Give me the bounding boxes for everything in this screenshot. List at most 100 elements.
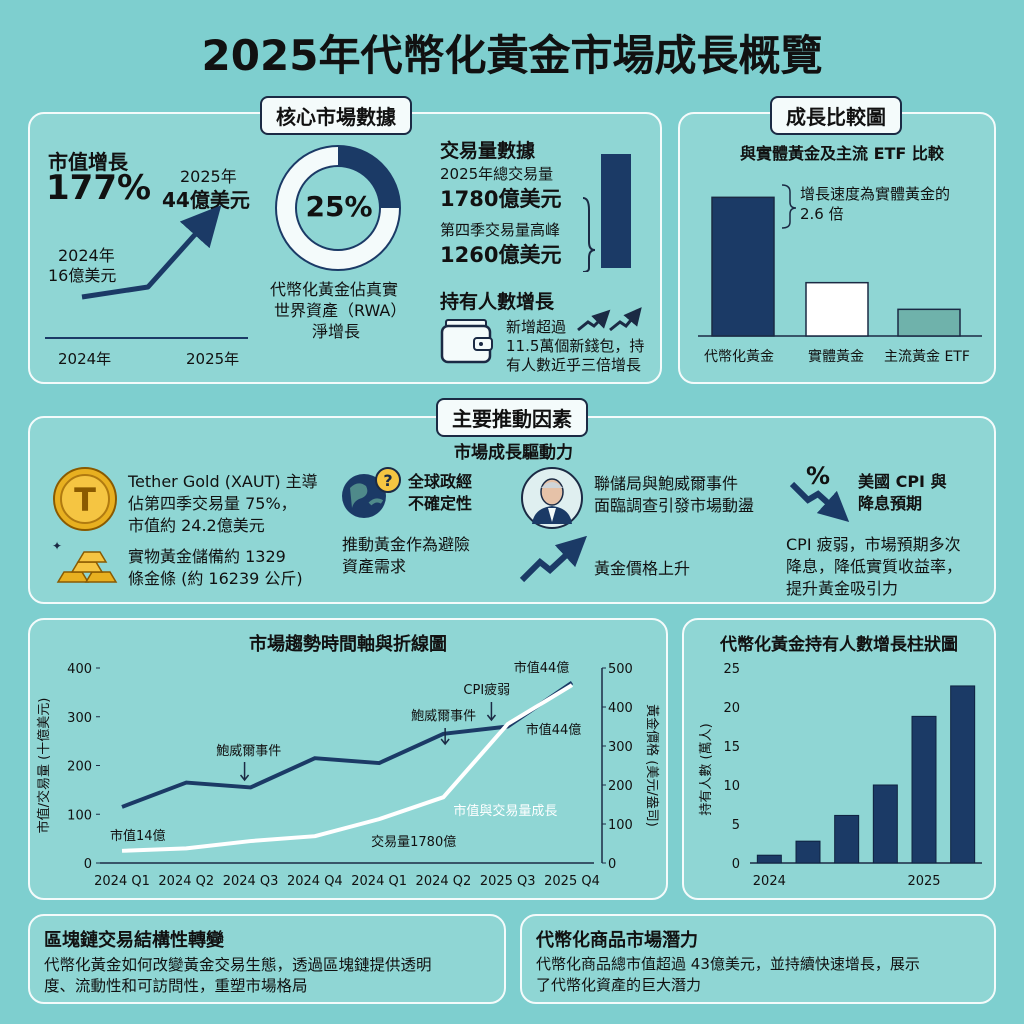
footer-left-text-1: 代幣化黃金如何改變黃金交易生態，透過區塊鏈提供透明 — [44, 956, 432, 974]
growth-tag: 成長比較圖 — [770, 96, 902, 135]
y-tick-label: 0 — [732, 857, 740, 872]
growth-category-label: 代幣化黃金 — [704, 349, 774, 365]
gold-bars-icon: ✦ — [52, 539, 118, 583]
timeline-title: 市場趨勢時間軸與折線圖 — [249, 634, 447, 655]
uncertainty-text-2: 資產需求 — [342, 557, 407, 576]
holder-title: 持有人數增長 — [440, 291, 555, 313]
y-tick-label: 20 — [723, 701, 740, 716]
cpi-title-2: 降息預期 — [858, 494, 923, 513]
holder-bar-5 — [950, 685, 976, 864]
y-tick-label: 5 — [732, 818, 740, 833]
left-tick-label: 400 — [67, 662, 92, 677]
left-tick-label: 0 — [84, 857, 92, 872]
drivers-tag: 主要推動因素 — [436, 398, 588, 437]
xaut-text-3: 市值約 24.2億美元 — [128, 516, 265, 535]
timeline-annotation: CPI疲弱 — [463, 682, 510, 698]
mv-2024-value: 16億美元 — [48, 266, 117, 285]
donut-caption-1: 代幣化黃金佔真實 — [270, 280, 399, 299]
donut-caption-2: 世界資產（RWA） — [274, 301, 407, 320]
donut-caption-3: 淨增長 — [312, 322, 361, 341]
axis-2025-label: 2025年 — [186, 350, 240, 368]
timeline-annotation: 市值44億 — [514, 660, 570, 676]
market-value-mini-chart — [45, 205, 248, 339]
donut-segment — [338, 146, 400, 208]
y-tick-label: 10 — [723, 779, 740, 794]
left-tick-label: 100 — [67, 808, 92, 823]
growth-bar-2 — [897, 308, 961, 337]
x-tick-label: 2024 Q3 — [223, 874, 279, 889]
holder-text-1: 新增超過 — [506, 318, 567, 336]
xaut-text-2: 佔第四季交易量 75%， — [128, 494, 297, 513]
growth-category-label: 主流黃金 ETF — [884, 349, 970, 365]
annotation-pointer-head — [239, 774, 250, 782]
gold-price-text: 黃金價格上升 — [594, 559, 691, 578]
uncertainty-title-1: 全球政經 — [408, 472, 473, 491]
y-axis-title: 持有人數 (萬人) — [699, 723, 714, 815]
holders-chart-title: 代幣化黃金持有人數增長柱狀圖 — [720, 635, 958, 655]
growth-note-1: 增長速度為實體黃金的 — [800, 185, 951, 203]
xaut-text-1: Tether Gold (XAUT) 主導 — [128, 472, 318, 491]
right-axis-title: 黃金價格 (美元/盎司) — [644, 704, 660, 827]
volume-bar-graphic — [582, 154, 631, 272]
holder-bar-3 — [872, 784, 898, 864]
timeline-annotation: 交易量1780億 — [371, 834, 456, 850]
annotation-pointer-head — [440, 738, 450, 746]
x-tick-label: 2025 Q3 — [480, 874, 536, 889]
annotation-pointer-head — [486, 714, 497, 722]
market-value-line — [81, 205, 222, 300]
x-tick-label: 2024 Q4 — [287, 874, 343, 889]
powell-portrait-icon — [521, 467, 583, 529]
fed-text-1: 聯儲局與鮑威爾事件 — [594, 474, 739, 493]
x-tick-label: 2025 — [907, 874, 940, 889]
footer-right-text-1: 代幣化商品總市值超過 43億美元，並持續快速增長，展示 — [536, 955, 920, 973]
footer-right-title: 代幣化商品市場潛力 — [536, 930, 698, 951]
core-data-tag: 核心市場數據 — [260, 96, 412, 135]
growth-note-2: 2.6 倍 — [800, 205, 844, 223]
left-tick-label: 200 — [67, 760, 92, 775]
footer-right-text-2: 了代幣化資產的巨大潛力 — [536, 976, 702, 994]
holder-bar-0 — [756, 854, 782, 864]
fed-text-2: 面臨調查引發市場動盪 — [594, 496, 755, 515]
growth-subtitle: 與實體黃金及主流 ETF 比較 — [740, 144, 944, 163]
drivers-subtitle: 市場成長驅動力 — [454, 443, 573, 463]
right-tick-label: 100 — [608, 818, 633, 833]
growth-panel — [678, 112, 996, 384]
x-tick-label: 2024 Q1 — [94, 874, 150, 889]
page-title: 2025年代幣化黃金市場成長概覽 — [201, 31, 823, 80]
series-line-0 — [121, 680, 574, 809]
right-tick-label: 500 — [608, 662, 633, 677]
donut-pct: 25% — [305, 190, 373, 223]
growth-bar-0 — [711, 196, 775, 337]
x-tick-label: 2024 Q1 — [351, 874, 407, 889]
footer-left-text-2: 度、流動性和可訪問性，重塑市場格局 — [44, 977, 308, 995]
uncertainty-text-1: 推動黃金作為避險 — [342, 535, 471, 554]
right-tick-label: 200 — [608, 779, 633, 794]
axis-2024-label: 2024年 — [58, 350, 112, 368]
y-tick-label: 15 — [723, 740, 740, 755]
holder-bar-2 — [834, 814, 860, 864]
timeline-line-chart: 0 100 200 300 400 0 100 200 300 400 500 2024 Q1 2024… — [36, 660, 660, 889]
svg-text:T: T — [74, 481, 96, 519]
gold-bars-text-2: 條金條 (約 16239 公斤) — [128, 569, 303, 588]
footer-left-panel — [28, 914, 506, 1004]
timeline-annotation: 鮑威爾事件 — [216, 744, 281, 759]
left-axis-title: 市值/交易量 (十億美元) — [36, 698, 52, 834]
growth-arrows-icon — [577, 307, 642, 332]
y-tick-label: 25 — [723, 662, 740, 677]
left-tick-label: 300 — [67, 711, 92, 726]
series-line-1 — [121, 683, 574, 853]
holder-bar-1 — [795, 840, 821, 864]
timeline-annotation: 市值14億 — [110, 828, 166, 844]
svg-text:✦: ✦ — [52, 539, 62, 553]
tether-coin-icon: T — [53, 467, 117, 531]
volume-value1: 1780億美元 — [440, 187, 562, 211]
x-tick-label: 2024 — [753, 874, 786, 889]
holder-text-2: 11.5萬個新錢包，持 — [506, 337, 645, 355]
volume-value2: 1260億美元 — [440, 243, 562, 267]
volume-line2: 第四季交易量高峰 — [440, 221, 561, 239]
x-tick-label: 2024 Q2 — [158, 874, 214, 889]
volume-title: 交易量數據 — [440, 140, 536, 162]
footer-right-panel — [520, 914, 996, 1004]
growth-bar-1 — [805, 281, 869, 337]
wallet-icon — [440, 319, 493, 364]
